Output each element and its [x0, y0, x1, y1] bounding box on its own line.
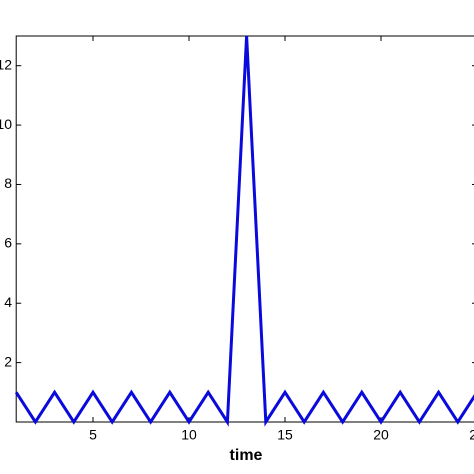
- y-tick-label: 4: [4, 294, 12, 310]
- x-tick-label: 25: [469, 427, 474, 443]
- data-line: [14, 35, 474, 427]
- x-tick-label: 15: [277, 427, 293, 443]
- y-tick-label: 12: [0, 56, 12, 72]
- x-tick-label: 5: [89, 427, 97, 443]
- y-tick-label: 6: [4, 235, 12, 251]
- y-tick-label: 8: [4, 175, 12, 191]
- x-tick-label: 10: [181, 427, 197, 443]
- x-tick-label: 20: [373, 427, 389, 443]
- y-tick-label: 2: [4, 353, 12, 369]
- x-axis-label: time: [230, 447, 263, 464]
- y-tick-label: 10: [0, 116, 12, 132]
